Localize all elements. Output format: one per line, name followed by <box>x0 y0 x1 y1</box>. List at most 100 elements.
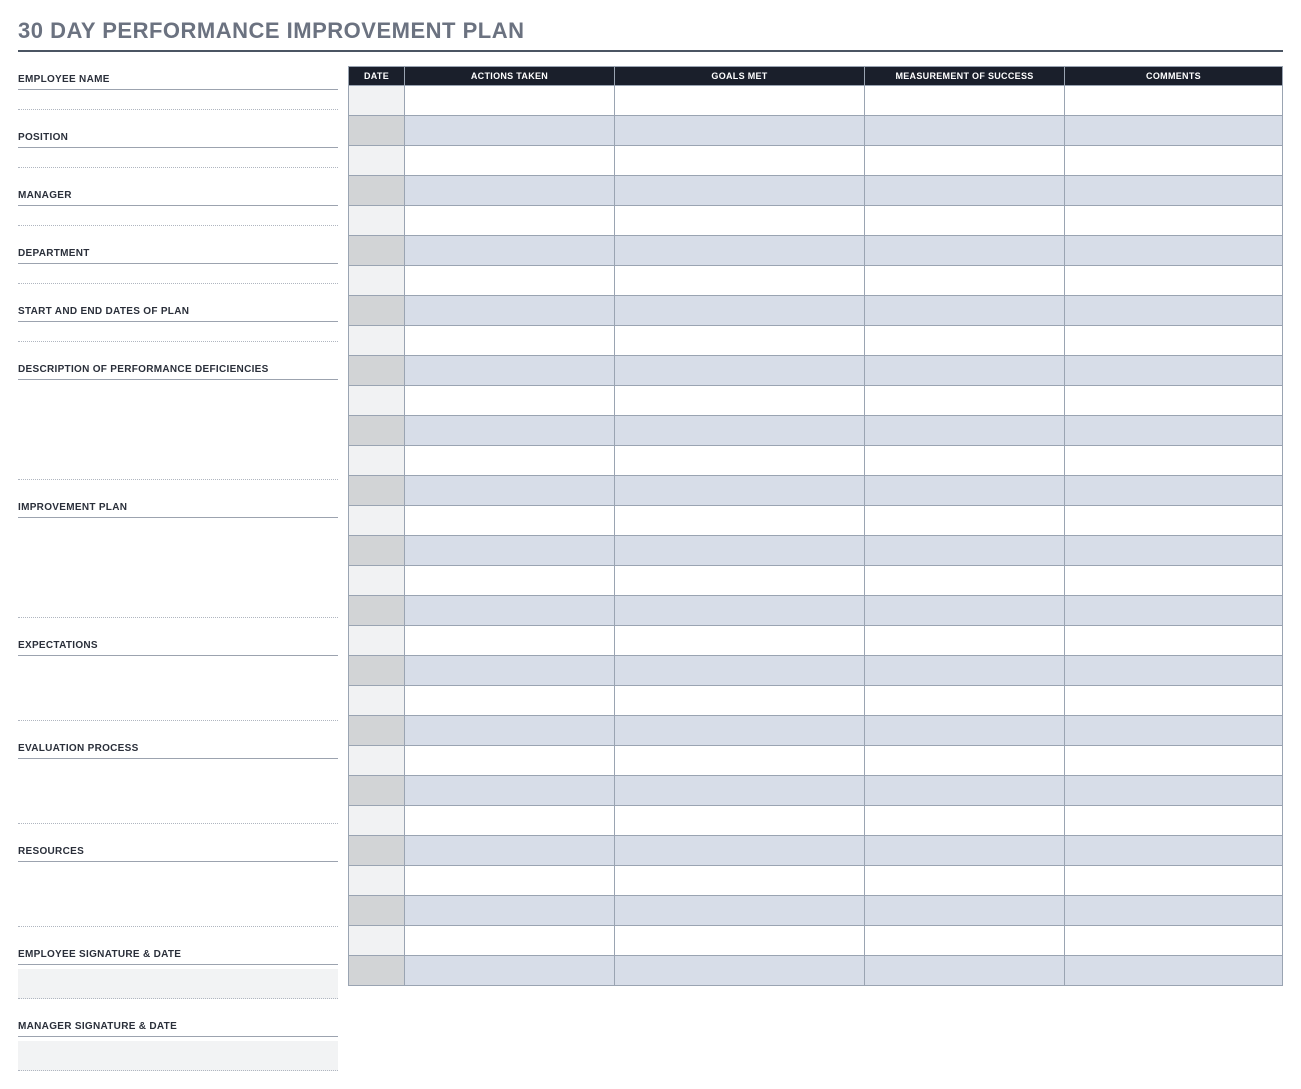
table-cell[interactable] <box>349 236 405 266</box>
table-cell[interactable] <box>865 956 1065 986</box>
table-cell[interactable] <box>405 386 615 416</box>
table-cell[interactable] <box>349 206 405 236</box>
table-cell[interactable] <box>405 86 615 116</box>
table-cell[interactable] <box>615 266 865 296</box>
table-cell[interactable] <box>1065 836 1283 866</box>
table-cell[interactable] <box>405 566 615 596</box>
table-cell[interactable] <box>615 446 865 476</box>
table-cell[interactable] <box>865 926 1065 956</box>
table-cell[interactable] <box>349 686 405 716</box>
table-cell[interactable] <box>615 776 865 806</box>
table-cell[interactable] <box>1065 326 1283 356</box>
table-cell[interactable] <box>615 746 865 776</box>
input-deficiencies[interactable] <box>18 380 338 480</box>
table-cell[interactable] <box>1065 896 1283 926</box>
table-cell[interactable] <box>405 956 615 986</box>
table-cell[interactable] <box>1065 866 1283 896</box>
table-cell[interactable] <box>865 236 1065 266</box>
table-cell[interactable] <box>349 416 405 446</box>
table-cell[interactable] <box>615 116 865 146</box>
table-cell[interactable] <box>1065 446 1283 476</box>
table-cell[interactable] <box>405 716 615 746</box>
table-cell[interactable] <box>349 476 405 506</box>
table-cell[interactable] <box>349 956 405 986</box>
table-cell[interactable] <box>405 356 615 386</box>
table-cell[interactable] <box>615 416 865 446</box>
table-cell[interactable] <box>615 236 865 266</box>
table-cell[interactable] <box>865 506 1065 536</box>
table-cell[interactable] <box>1065 296 1283 326</box>
table-cell[interactable] <box>865 386 1065 416</box>
table-cell[interactable] <box>865 266 1065 296</box>
table-cell[interactable] <box>615 596 865 626</box>
table-cell[interactable] <box>405 506 615 536</box>
table-cell[interactable] <box>405 266 615 296</box>
table-cell[interactable] <box>615 686 865 716</box>
table-cell[interactable] <box>1065 626 1283 656</box>
table-cell[interactable] <box>405 416 615 446</box>
table-cell[interactable] <box>405 446 615 476</box>
table-cell[interactable] <box>405 536 615 566</box>
table-cell[interactable] <box>349 896 405 926</box>
table-cell[interactable] <box>865 866 1065 896</box>
table-cell[interactable] <box>865 896 1065 926</box>
table-cell[interactable] <box>865 836 1065 866</box>
table-cell[interactable] <box>349 776 405 806</box>
table-cell[interactable] <box>405 296 615 326</box>
input-resources[interactable] <box>18 862 338 927</box>
input-evaluation[interactable] <box>18 759 338 824</box>
table-cell[interactable] <box>865 626 1065 656</box>
table-cell[interactable] <box>1065 386 1283 416</box>
table-cell[interactable] <box>349 716 405 746</box>
table-cell[interactable] <box>405 596 615 626</box>
table-cell[interactable] <box>349 116 405 146</box>
input-expectations[interactable] <box>18 656 338 721</box>
table-cell[interactable] <box>1065 176 1283 206</box>
table-cell[interactable] <box>405 116 615 146</box>
table-cell[interactable] <box>349 746 405 776</box>
table-cell[interactable] <box>615 716 865 746</box>
table-cell[interactable] <box>865 596 1065 626</box>
table-cell[interactable] <box>615 656 865 686</box>
table-cell[interactable] <box>865 686 1065 716</box>
table-cell[interactable] <box>405 686 615 716</box>
table-cell[interactable] <box>615 296 865 326</box>
table-cell[interactable] <box>865 416 1065 446</box>
table-cell[interactable] <box>349 86 405 116</box>
input-manager[interactable] <box>18 206 338 226</box>
table-cell[interactable] <box>615 326 865 356</box>
table-cell[interactable] <box>1065 206 1283 236</box>
table-cell[interactable] <box>405 476 615 506</box>
table-cell[interactable] <box>1065 716 1283 746</box>
table-cell[interactable] <box>405 176 615 206</box>
table-cell[interactable] <box>615 566 865 596</box>
table-cell[interactable] <box>405 866 615 896</box>
table-cell[interactable] <box>405 806 615 836</box>
table-cell[interactable] <box>865 716 1065 746</box>
input-dates[interactable] <box>18 322 338 342</box>
table-cell[interactable] <box>349 836 405 866</box>
table-cell[interactable] <box>1065 476 1283 506</box>
input-position[interactable] <box>18 148 338 168</box>
table-cell[interactable] <box>405 746 615 776</box>
table-cell[interactable] <box>615 956 865 986</box>
table-cell[interactable] <box>1065 536 1283 566</box>
table-cell[interactable] <box>405 656 615 686</box>
table-cell[interactable] <box>1065 686 1283 716</box>
table-cell[interactable] <box>615 926 865 956</box>
input-manager-sig[interactable] <box>18 1041 338 1071</box>
table-cell[interactable] <box>1065 116 1283 146</box>
table-cell[interactable] <box>615 806 865 836</box>
table-cell[interactable] <box>349 506 405 536</box>
input-employee-name[interactable] <box>18 90 338 110</box>
table-cell[interactable] <box>865 356 1065 386</box>
table-cell[interactable] <box>349 866 405 896</box>
table-cell[interactable] <box>1065 146 1283 176</box>
table-cell[interactable] <box>349 356 405 386</box>
table-cell[interactable] <box>865 116 1065 146</box>
table-cell[interactable] <box>349 536 405 566</box>
table-cell[interactable] <box>349 656 405 686</box>
table-cell[interactable] <box>615 506 865 536</box>
table-cell[interactable] <box>865 806 1065 836</box>
table-cell[interactable] <box>349 146 405 176</box>
